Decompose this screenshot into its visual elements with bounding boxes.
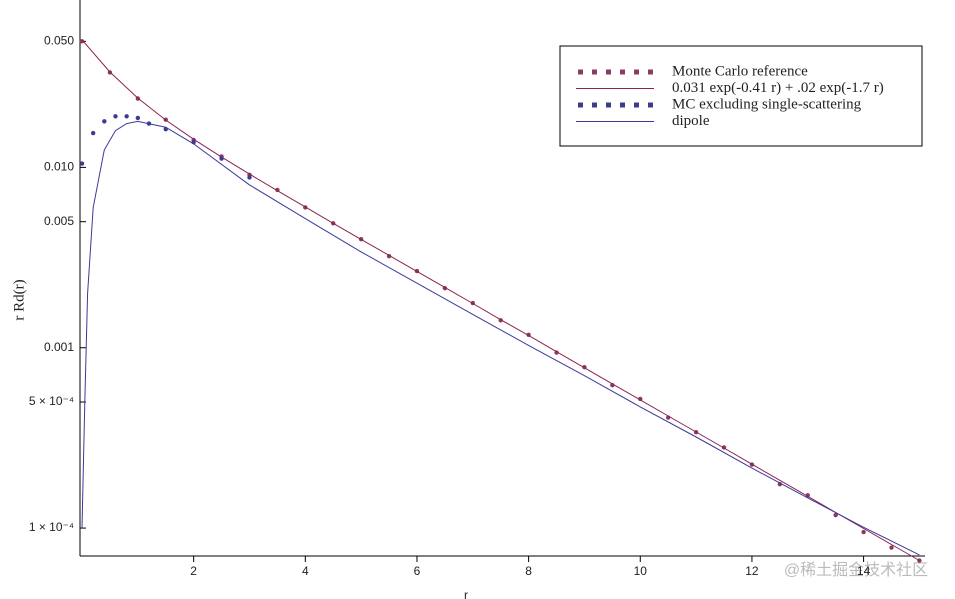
legend-swatch [648,69,653,75]
legend-label: 0.031 exp(-0.41 r) + .02 exp(-1.7 r) [672,80,884,96]
legend-swatch [606,69,611,75]
data-point [113,114,118,119]
y-tick-label: 1 × 10⁻⁴ [29,520,74,534]
legend-label: Monte Carlo reference [672,63,808,79]
data-point [861,529,866,535]
data-line [81,120,920,556]
x-tick-label: 2 [190,564,197,578]
x-tick-label: 8 [525,564,532,578]
y-tick-label: 0.050 [44,34,74,48]
legend-swatch [578,69,583,75]
x-tick-label: 6 [414,564,421,578]
y-tick-label: 0.001 [44,340,74,354]
x-tick-label: 12 [745,564,759,578]
data-point [833,512,838,518]
legend-swatch [634,102,639,108]
data-point [135,115,141,121]
data-point [102,119,107,124]
data-point [219,156,224,161]
legend-swatch [578,102,583,108]
data-point [79,161,85,166]
y-tick-label: 5 × 10⁻⁴ [29,394,74,408]
y-tick-label: 0.010 [44,160,74,174]
y-tick-label: 0.005 [44,214,74,228]
x-tick-label: 10 [634,564,648,578]
x-tick-label: 14 [857,564,871,578]
legend-swatch [606,102,611,108]
legend-box [559,45,923,147]
legend-label: dipole [672,113,710,129]
legend-swatch [648,102,653,108]
watermark: @稀土掘金技术社区 [784,561,928,579]
legend-swatch [620,69,625,75]
data-point [124,114,129,119]
data-point [247,175,252,180]
legend-swatch [592,69,597,75]
data-point [79,39,85,44]
data-point [889,545,894,550]
legend-swatch [592,102,597,108]
x-axis-label: r [464,588,468,599]
legend-swatch [620,102,625,108]
x-tick-label: 4 [302,564,309,578]
legend-label: MC excluding single-scattering [672,96,862,112]
data-point [90,130,96,136]
legend-swatch [634,69,639,75]
y-axis-label: r Rd(r) [11,279,27,320]
